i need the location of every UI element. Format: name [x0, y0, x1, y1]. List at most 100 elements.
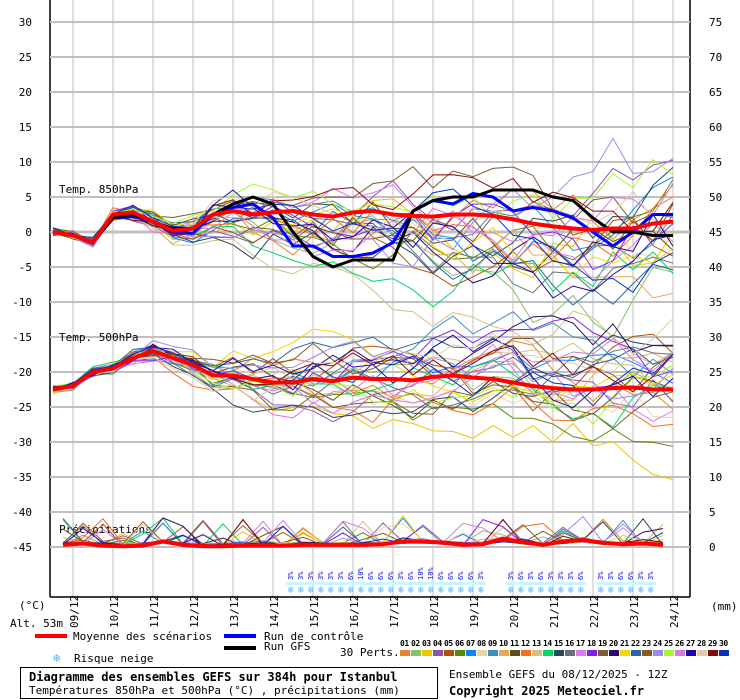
svg-text:09/12: 09/12: [68, 595, 81, 628]
svg-text:❄: ❄: [448, 585, 455, 596]
perturbation-number: 16: [565, 639, 574, 648]
perturbation-number: 02: [411, 639, 420, 648]
svg-text:❄: ❄: [428, 585, 435, 596]
svg-text:❄: ❄: [438, 585, 445, 596]
perturbation-number: 28: [697, 639, 706, 648]
perturbation-number: 29: [708, 639, 717, 648]
svg-text:15: 15: [19, 121, 32, 134]
perturbation-swatch: [565, 650, 575, 656]
svg-text:6%: 6%: [447, 571, 455, 580]
svg-text:Temp. 850hPa: Temp. 850hPa: [59, 183, 138, 196]
svg-text:❄: ❄: [478, 585, 485, 596]
perturbation-swatch: [488, 650, 498, 656]
perturbation-swatch: [631, 650, 641, 656]
perturbation-number: 05: [444, 639, 453, 648]
svg-text:❄: ❄: [618, 585, 625, 596]
svg-text:10%: 10%: [427, 567, 435, 580]
snowflake-icon: ❄: [53, 651, 61, 665]
svg-text:3%: 3%: [637, 571, 645, 580]
svg-text:6%: 6%: [627, 571, 635, 580]
perturbation-swatch: [411, 650, 421, 656]
perturbation-number: 14: [543, 639, 552, 648]
svg-text:3%: 3%: [597, 571, 605, 580]
perturbation-number: 27: [686, 639, 695, 648]
svg-text:6%: 6%: [437, 571, 445, 580]
altitude-label: Alt. 53m: [10, 617, 63, 630]
perturbation-number: 11: [510, 639, 519, 648]
perturbation-swatch: [697, 650, 707, 656]
svg-text:❄: ❄: [598, 585, 605, 596]
perturbation-number: 21: [620, 639, 629, 648]
svg-text:-25: -25: [12, 401, 32, 414]
svg-text:❄: ❄: [638, 585, 645, 596]
svg-text:3%: 3%: [287, 571, 295, 580]
svg-text:❄: ❄: [418, 585, 425, 596]
svg-text:60: 60: [709, 121, 722, 134]
y-left-unit: (°C): [19, 599, 46, 612]
svg-text:❄: ❄: [608, 585, 615, 596]
svg-text:6%: 6%: [517, 571, 525, 580]
svg-text:3%: 3%: [397, 571, 405, 580]
svg-text:❄: ❄: [508, 585, 515, 596]
legend-gfs-label: Run GFS: [264, 640, 311, 653]
svg-text:3%: 3%: [527, 571, 535, 580]
svg-text:21/12: 21/12: [548, 595, 561, 628]
svg-text:3%: 3%: [607, 571, 615, 580]
svg-text:❄: ❄: [348, 585, 355, 596]
svg-text:-15: -15: [12, 331, 32, 344]
svg-text:25: 25: [19, 51, 32, 64]
svg-text:3%: 3%: [477, 571, 485, 580]
svg-text:30: 30: [709, 331, 722, 344]
svg-text:-45: -45: [12, 541, 32, 554]
perturbation-swatch: [719, 650, 729, 656]
perturbation-number: 18: [587, 639, 596, 648]
perturbation-swatch: [433, 650, 443, 656]
svg-text:6%: 6%: [387, 571, 395, 580]
svg-text:❄: ❄: [308, 585, 315, 596]
svg-text:65: 65: [709, 86, 722, 99]
svg-text:13/12: 13/12: [228, 595, 241, 628]
svg-text:6%: 6%: [617, 571, 625, 580]
svg-text:3%: 3%: [327, 571, 335, 580]
perturbation-number: 04: [433, 639, 442, 648]
svg-text:6%: 6%: [457, 571, 465, 580]
svg-text:3%: 3%: [317, 571, 325, 580]
svg-text:35: 35: [709, 296, 722, 309]
svg-text:10/12: 10/12: [108, 595, 121, 628]
svg-text:0: 0: [25, 226, 32, 239]
perturbation-number: 24: [653, 639, 662, 648]
perturbation-swatch: [686, 650, 696, 656]
svg-text:15/12: 15/12: [308, 595, 321, 628]
svg-text:3%: 3%: [337, 571, 345, 580]
perturbation-swatch: [642, 650, 652, 656]
svg-text:Temp. 500hPa: Temp. 500hPa: [59, 331, 138, 344]
svg-text:❄: ❄: [528, 585, 535, 596]
legend-control-swatch: [224, 634, 256, 638]
chart-title: Diagramme des ensembles GEFS sur 384h po…: [29, 670, 398, 684]
svg-text:3%: 3%: [567, 571, 575, 580]
svg-text:❄: ❄: [288, 585, 295, 596]
perturbation-number: 19: [598, 639, 607, 648]
svg-text:55: 55: [709, 156, 722, 169]
perturbation-swatch: [664, 650, 674, 656]
perturbation-number: 06: [455, 639, 464, 648]
svg-text:40: 40: [709, 261, 722, 274]
svg-text:❄: ❄: [568, 585, 575, 596]
svg-text:10%: 10%: [357, 567, 365, 580]
svg-text:0: 0: [709, 541, 716, 554]
svg-text:-5: -5: [19, 261, 32, 274]
svg-text:❄: ❄: [378, 585, 385, 596]
perturbation-number: 15: [554, 639, 563, 648]
svg-text:❄: ❄: [358, 585, 365, 596]
svg-text:6%: 6%: [347, 571, 355, 580]
svg-text:3%: 3%: [507, 571, 515, 580]
svg-text:20: 20: [19, 86, 32, 99]
perturbation-swatch: [521, 650, 531, 656]
perturbation-swatch: [466, 650, 476, 656]
svg-text:6%: 6%: [367, 571, 375, 580]
perturbation-swatch: [477, 650, 487, 656]
svg-text:❄: ❄: [338, 585, 345, 596]
svg-text:22/12: 22/12: [588, 595, 601, 628]
perturbation-number: 23: [642, 639, 651, 648]
perturbation-swatch: [554, 650, 564, 656]
